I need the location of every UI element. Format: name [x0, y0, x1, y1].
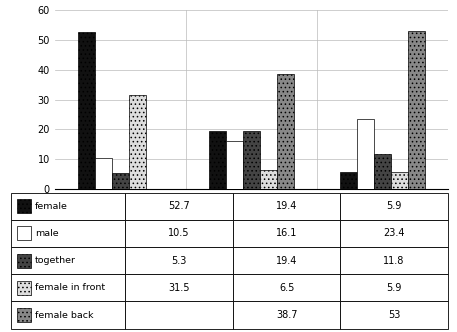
Bar: [129, 95, 146, 189]
Text: 16.1: 16.1: [276, 228, 298, 238]
Text: 52.7: 52.7: [168, 201, 190, 211]
Bar: [233, 247, 340, 274]
Bar: [340, 193, 448, 220]
Text: 53: 53: [388, 310, 400, 320]
Bar: [11, 247, 125, 274]
Bar: [125, 193, 233, 220]
Bar: [16, 254, 31, 268]
Bar: [16, 199, 31, 213]
Bar: [16, 226, 31, 240]
Bar: [357, 119, 374, 189]
Bar: [340, 301, 448, 329]
Text: 5.3: 5.3: [171, 256, 187, 266]
Text: 38.7: 38.7: [276, 310, 298, 320]
Bar: [11, 220, 125, 247]
Text: female in front: female in front: [35, 283, 105, 292]
Bar: [408, 31, 425, 189]
Bar: [226, 141, 243, 189]
Text: 6.5: 6.5: [279, 283, 294, 293]
Text: 11.8: 11.8: [383, 256, 405, 266]
Text: female back: female back: [35, 310, 94, 320]
Bar: [233, 301, 340, 329]
Bar: [340, 220, 448, 247]
Bar: [233, 193, 340, 220]
Bar: [16, 281, 31, 295]
Bar: [125, 301, 233, 329]
Bar: [125, 220, 233, 247]
Bar: [11, 274, 125, 301]
Bar: [233, 220, 340, 247]
Bar: [16, 308, 31, 322]
Bar: [260, 170, 277, 189]
Bar: [340, 172, 357, 189]
Bar: [209, 131, 226, 189]
Text: together: together: [35, 256, 76, 265]
Bar: [125, 274, 233, 301]
Text: 23.4: 23.4: [383, 228, 405, 238]
Bar: [112, 173, 129, 189]
Bar: [340, 274, 448, 301]
Bar: [95, 158, 112, 189]
Bar: [233, 274, 340, 301]
Text: 5.9: 5.9: [387, 201, 402, 211]
Bar: [340, 247, 448, 274]
Bar: [125, 247, 233, 274]
Text: 5.9: 5.9: [387, 283, 402, 293]
Bar: [374, 154, 391, 189]
Bar: [11, 301, 125, 329]
Bar: [78, 32, 95, 189]
Text: 19.4: 19.4: [276, 256, 298, 266]
Text: 10.5: 10.5: [168, 228, 190, 238]
Text: 31.5: 31.5: [168, 283, 190, 293]
Text: female: female: [35, 202, 68, 211]
Bar: [243, 131, 260, 189]
Bar: [277, 74, 294, 189]
Text: 19.4: 19.4: [276, 201, 298, 211]
Bar: [391, 172, 408, 189]
Bar: [11, 193, 125, 220]
Text: male: male: [35, 229, 58, 238]
